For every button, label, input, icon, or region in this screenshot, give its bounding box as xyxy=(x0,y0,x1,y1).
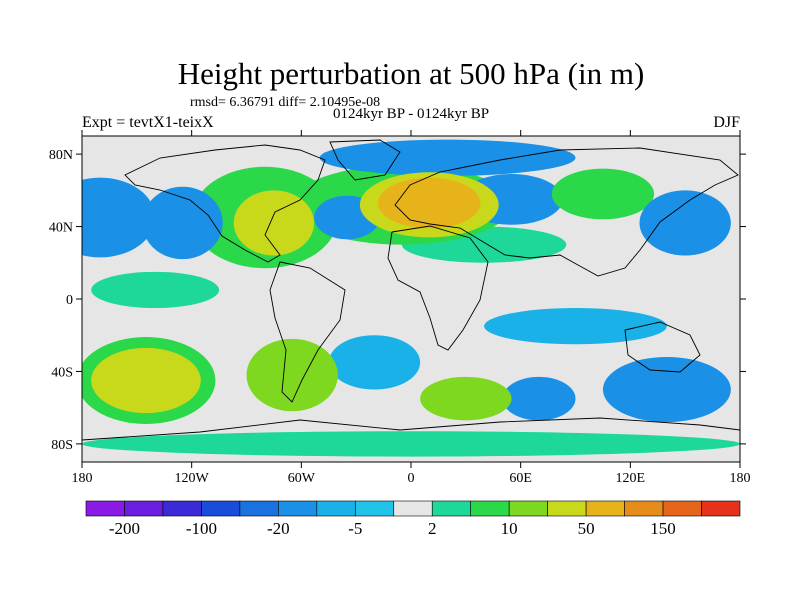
colorbar-swatch xyxy=(547,500,587,517)
anomaly-aus-trough xyxy=(602,356,731,423)
anomaly-europe-positive xyxy=(378,177,481,229)
anomaly-sindian-ridge xyxy=(420,376,512,421)
colorbar-swatch xyxy=(85,500,125,517)
colorbar-label: -5 xyxy=(348,519,362,538)
anomaly-spacific-ridge xyxy=(91,347,201,414)
anomaly-samerica-ridge xyxy=(246,338,338,412)
colorbar: -200 -100 -20 -5 2 10 50 150 xyxy=(85,500,741,538)
north-america-coast xyxy=(124,144,326,263)
colorbar-label: -100 xyxy=(186,519,217,538)
eurasia-coast xyxy=(394,147,739,277)
anomaly-indian-trough xyxy=(484,308,667,345)
y-tick-label: 40N xyxy=(49,221,73,236)
africa-coast xyxy=(387,225,489,351)
colorbar-label: -200 xyxy=(109,519,140,538)
colorbar-swatch xyxy=(508,500,548,517)
anomaly-west-coast-trough xyxy=(142,186,223,260)
x-tick-label: 0 xyxy=(408,471,415,486)
colorbar-swatch xyxy=(585,500,625,517)
australia-coast xyxy=(624,321,701,373)
coastlines xyxy=(82,139,740,441)
colorbar-swatch xyxy=(278,500,318,517)
colorbar-label: -20 xyxy=(267,519,290,538)
colorbar-swatch xyxy=(393,500,433,517)
colorbar-label: 2 xyxy=(428,519,437,538)
x-tick-label: 60E xyxy=(509,471,532,486)
axes: 180 120W 60W 0 60E 120E 180 80N 40N 0 40S 80S xyxy=(49,130,751,486)
colorbar-swatch xyxy=(162,500,202,517)
anomaly-satlantic-trough xyxy=(328,335,421,390)
y-tick-label: 80N xyxy=(49,148,73,163)
colorbar-swatch xyxy=(124,500,164,517)
anomaly-trop-pacific xyxy=(91,271,220,309)
colorbar-swatch xyxy=(201,500,241,517)
period-label: 0124kyr BP - 0124kyr BP xyxy=(333,106,489,122)
chart-title: Height perturbation at 500 hPa (in m) xyxy=(178,56,645,91)
colorbar-swatch xyxy=(470,500,510,517)
colorbar-label: 150 xyxy=(650,519,676,538)
stats-label: rmsd= 6.36791 diff= 2.10495e-08 xyxy=(190,95,380,110)
x-tick-label: 60W xyxy=(288,471,316,486)
y-tick-label: 0 xyxy=(66,293,73,308)
colorbar-swatch xyxy=(701,500,741,517)
x-tick-label: 180 xyxy=(730,471,751,486)
colorbar-swatch xyxy=(431,500,472,517)
south-america-coast xyxy=(269,261,346,403)
colorbar-swatch xyxy=(316,500,356,517)
colorbar-swatch xyxy=(354,500,395,517)
colorbar-label: 10 xyxy=(501,519,518,538)
anomaly-namerica-core xyxy=(233,190,315,256)
x-tick-label: 180 xyxy=(72,471,93,486)
anomaly-field xyxy=(82,136,740,462)
anomaly-sindian-trough xyxy=(502,376,576,421)
colorbar-swatch xyxy=(624,500,664,517)
colorbar-swatch xyxy=(662,500,702,517)
anomaly-arctic-trough xyxy=(319,139,576,176)
y-tick-label: 40S xyxy=(51,365,73,380)
experiment-label: Expt = tevtX1-teixX xyxy=(82,114,214,131)
antarctica-coast xyxy=(82,417,740,441)
anomaly-npacific-trough xyxy=(82,177,156,258)
y-tick-label: 80S xyxy=(51,438,73,453)
x-tick-label: 120W xyxy=(175,471,210,486)
anomaly-antarctic-band xyxy=(82,431,740,457)
season-label: DJF xyxy=(713,114,740,131)
x-tick-label: 120E xyxy=(616,471,646,486)
colorbar-label: 50 xyxy=(578,519,595,538)
anomaly-blobs xyxy=(82,139,740,457)
anomaly-siberia-ridge xyxy=(551,168,655,220)
greenland-coast xyxy=(329,139,401,181)
anomaly-japan-trough xyxy=(639,190,731,256)
colorbar-swatch xyxy=(239,500,279,517)
